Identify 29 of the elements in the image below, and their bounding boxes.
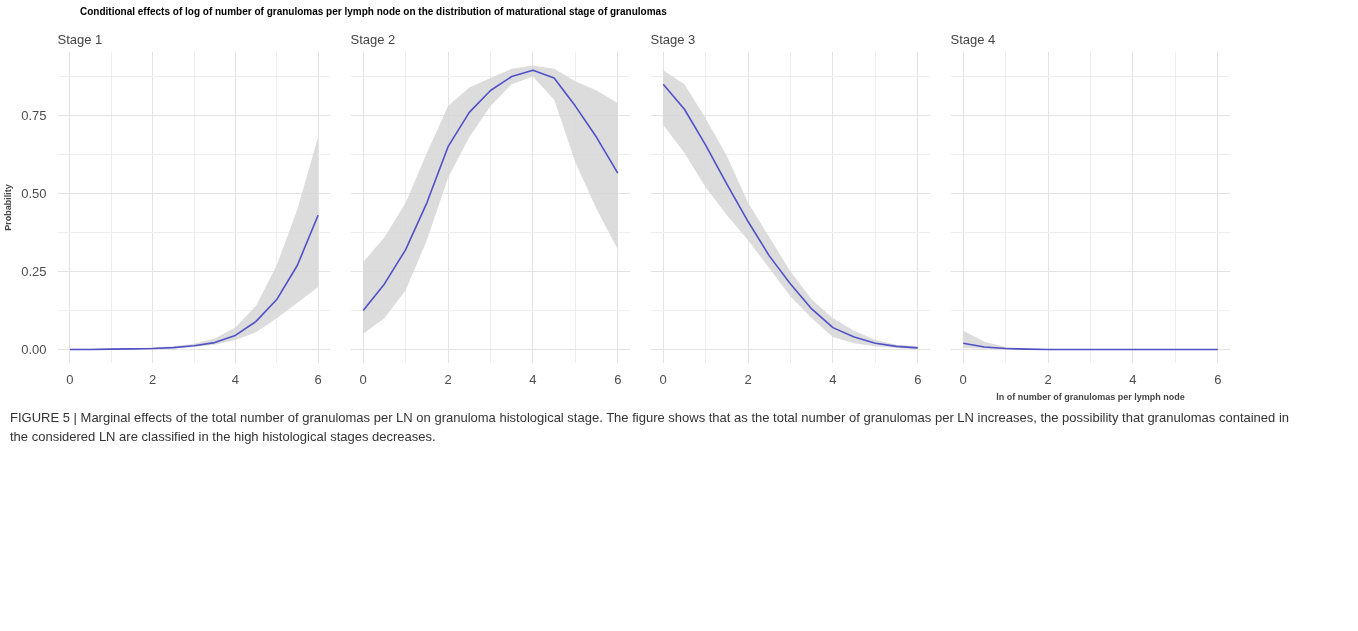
chart-subtitle: Stage 2 — [350, 31, 396, 47]
x-tick-label: 2 — [149, 371, 157, 387]
y-tick-label: 0.50 — [21, 186, 47, 202]
chart-subtitle: Stage 1 — [57, 31, 103, 47]
x-tick-label: 6 — [614, 371, 622, 387]
text: Conditional effects of log of number of granulomas per lymph node on the distribution of maturational stage of granulomas — [80, 5, 667, 19]
x-tick-label: 2 — [744, 371, 752, 387]
line-series — [69, 214, 319, 351]
x-tick-label: 2 — [444, 371, 452, 387]
chart-subtitle: Stage 3 — [650, 31, 696, 47]
y-tick-label: 0.00 — [21, 342, 47, 358]
x-tick-label: 0 — [659, 371, 667, 387]
x-axis-title: ln of number of granulomas per lymph node — [996, 391, 1185, 402]
x-tick-label: 0 — [359, 371, 367, 387]
y-axis-title: Probability — [3, 184, 14, 232]
x-tick-label: 0 — [66, 371, 74, 387]
x-tick-label: 4 — [231, 371, 239, 387]
y-tick-label: 0.25 — [21, 264, 47, 280]
y-tick-label: 0.75 — [21, 108, 47, 124]
chart-subtitle: Stage 4 — [950, 31, 996, 47]
x-tick-label: 6 — [914, 371, 922, 387]
x-tick-label: 6 — [314, 371, 322, 387]
x-tick-label: 4 — [829, 371, 837, 387]
x-tick-label: 4 — [1129, 371, 1137, 387]
x-tick-label: 4 — [529, 371, 537, 387]
x-tick-label: 6 — [1214, 371, 1222, 387]
x-tick-label: 2 — [1044, 371, 1052, 387]
caption: FIGURE 5 | Marginal effects of the total number of granulomas per LN on granuloma histological stage. The figure shows that as the total number of granulomas per LN increases, the possibility that granulomas contained in the considered LN are classified in the high histological stages decreases. — [10, 409, 1291, 446]
x-tick-label: 0 — [959, 371, 967, 387]
